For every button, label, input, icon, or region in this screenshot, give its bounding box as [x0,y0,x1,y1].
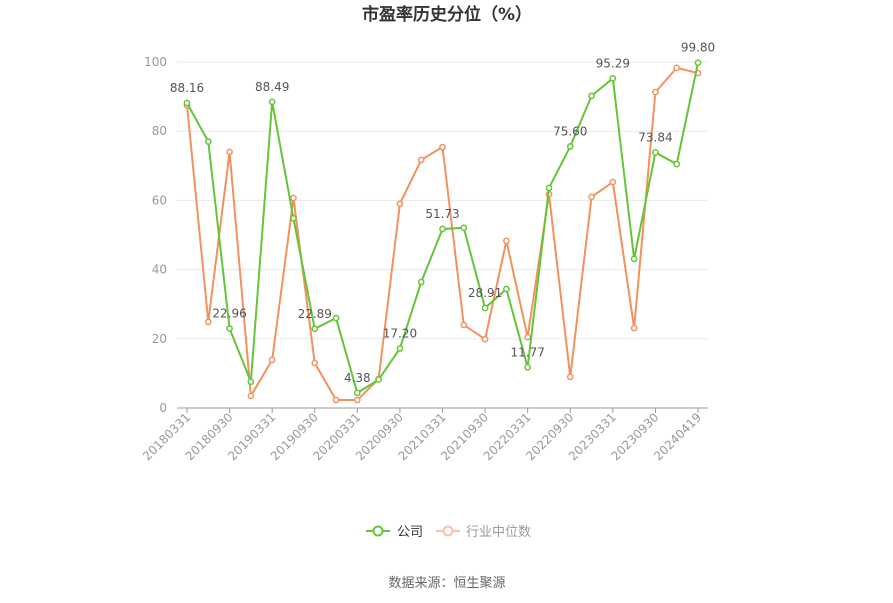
company-data-point [375,376,382,383]
data-source-note: 数据来源：恒生聚源 [388,576,505,591]
industry-median-data-point [609,178,617,186]
company-data-point [353,389,361,397]
company-data-label: 22.89 [298,307,332,321]
y-tick-label: 0 [159,401,167,415]
industry-median-data-point [630,324,638,332]
legend-item-company[interactable]: 公司 [366,525,423,540]
industry-median-data-point [566,373,574,381]
industry-median-data-point [503,237,510,245]
series-company [183,59,702,397]
company-data-label: 88.49 [255,80,289,94]
company-data-point [652,149,659,156]
company-data-point [673,160,681,168]
company-data-point [311,325,319,333]
company-data-label: 95.29 [596,56,630,70]
company-data-label: 17.20 [383,326,417,340]
company-data-label: 4.38 [344,371,371,385]
y-tick-label: 20 [152,332,167,346]
company-data-point [204,138,212,145]
legend-item-industry-median[interactable]: 行业中位数 [436,525,531,540]
industry-median-data-point [226,148,233,156]
y-axis: 0 20 40 60 80 100 [144,55,167,415]
series [183,59,702,404]
company-data-label: 22.96 [212,307,246,321]
company-data-label: 11.77 [510,345,544,359]
legend-icon-industry-median [436,525,460,537]
company-data-point [524,363,532,371]
industry-median-data-point [353,396,361,404]
legend: 公司 行业中位数 [366,525,531,540]
industry-median-data-point [396,200,404,208]
company-data-label: 99.80 [681,41,715,55]
industry-median-data-point [417,156,425,164]
company-data-label: 28.91 [468,286,502,300]
y-tick-label: 100 [144,55,167,69]
y-tick-label: 60 [152,193,167,207]
company-data-point [694,59,702,67]
company-data-point [460,224,468,232]
company-data-point [290,215,297,222]
company-data-label: 51.73 [425,207,459,221]
company-data-point [183,99,191,107]
industry-median-data-point [332,396,340,404]
legend-marker-industry-median [442,525,454,537]
legend-icon-company [366,525,390,537]
y-tick-label: 80 [152,124,167,138]
company-data-point [588,92,595,100]
legend-label-company: 公司 [397,525,423,540]
industry-median-data-point [268,356,276,364]
company-data-point [481,304,489,312]
company-data-point [268,98,276,106]
company-data-point [332,314,340,322]
company-data-point [226,325,233,332]
industry-median-data-point [204,318,212,326]
company-data-label: 75.60 [553,124,587,138]
company-data-point [545,184,553,192]
industry-median-data-point [652,88,659,96]
legend-label-industry-median: 行业中位数 [466,525,531,540]
company-data-point [630,255,638,263]
industry-median-data-point [247,392,255,400]
legend-marker-company [372,525,384,537]
company-data-point [247,378,255,386]
industry-median-line [186,66,699,402]
y-tick-label: 40 [152,263,167,277]
company-data-point [503,285,510,293]
industry-median-data-point [524,333,532,341]
industry-median-data-point [290,194,297,202]
industry-median-data-point [439,143,446,151]
company-data-label: 73.84 [638,131,672,145]
series-industry-median [183,64,702,404]
industry-median-data-point [588,193,595,201]
data-labels: 88.16 22.96 88.49 22.89 4.38 17.20 51.73 28.91 1… [170,41,715,385]
industry-median-data-point [481,335,489,343]
industry-median-data-point [673,64,681,72]
company-data-label: 88.16 [170,81,204,95]
industry-median-data-point [460,321,468,329]
x-axis: 2018033120180930201903312019093020200331… [140,407,708,463]
company-data-point [417,278,425,286]
company-data-point [609,74,617,82]
company-data-point [566,143,574,150]
company-data-point [396,345,404,352]
company-data-point [439,225,446,233]
chart-title: 市盈率历史分位（%） [362,4,532,25]
industry-median-data-point [311,359,319,367]
